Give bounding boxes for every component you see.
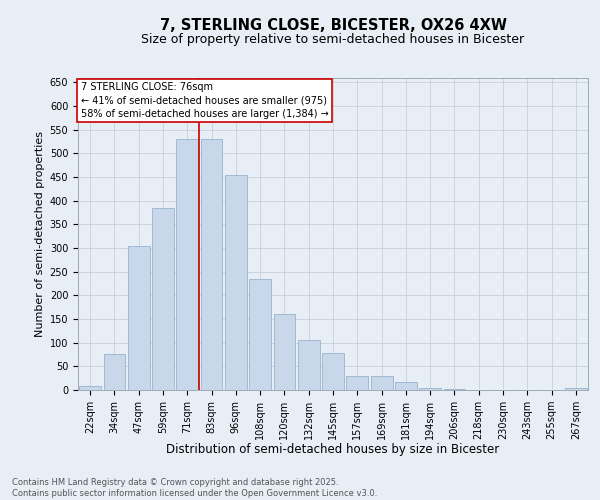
- Bar: [298, 340, 320, 390]
- Bar: [346, 376, 368, 390]
- Bar: [565, 388, 587, 390]
- Bar: [79, 386, 101, 390]
- Bar: [274, 314, 295, 390]
- Bar: [371, 376, 392, 390]
- Bar: [176, 139, 198, 390]
- Text: Size of property relative to semi-detached houses in Bicester: Size of property relative to semi-detach…: [142, 32, 524, 46]
- Text: 7 STERLING CLOSE: 76sqm
← 41% of semi-detached houses are smaller (975)
58% of s: 7 STERLING CLOSE: 76sqm ← 41% of semi-de…: [80, 82, 328, 118]
- Bar: [419, 388, 441, 390]
- Bar: [395, 382, 417, 390]
- Bar: [128, 246, 149, 390]
- X-axis label: Distribution of semi-detached houses by size in Bicester: Distribution of semi-detached houses by …: [166, 444, 500, 456]
- Bar: [104, 354, 125, 390]
- Bar: [322, 353, 344, 390]
- Bar: [152, 208, 174, 390]
- Y-axis label: Number of semi-detached properties: Number of semi-detached properties: [35, 130, 46, 337]
- Text: Contains HM Land Registry data © Crown copyright and database right 2025.
Contai: Contains HM Land Registry data © Crown c…: [12, 478, 377, 498]
- Text: 7, STERLING CLOSE, BICESTER, OX26 4XW: 7, STERLING CLOSE, BICESTER, OX26 4XW: [160, 18, 506, 32]
- Bar: [443, 388, 466, 390]
- Bar: [249, 278, 271, 390]
- Bar: [225, 174, 247, 390]
- Bar: [200, 139, 223, 390]
